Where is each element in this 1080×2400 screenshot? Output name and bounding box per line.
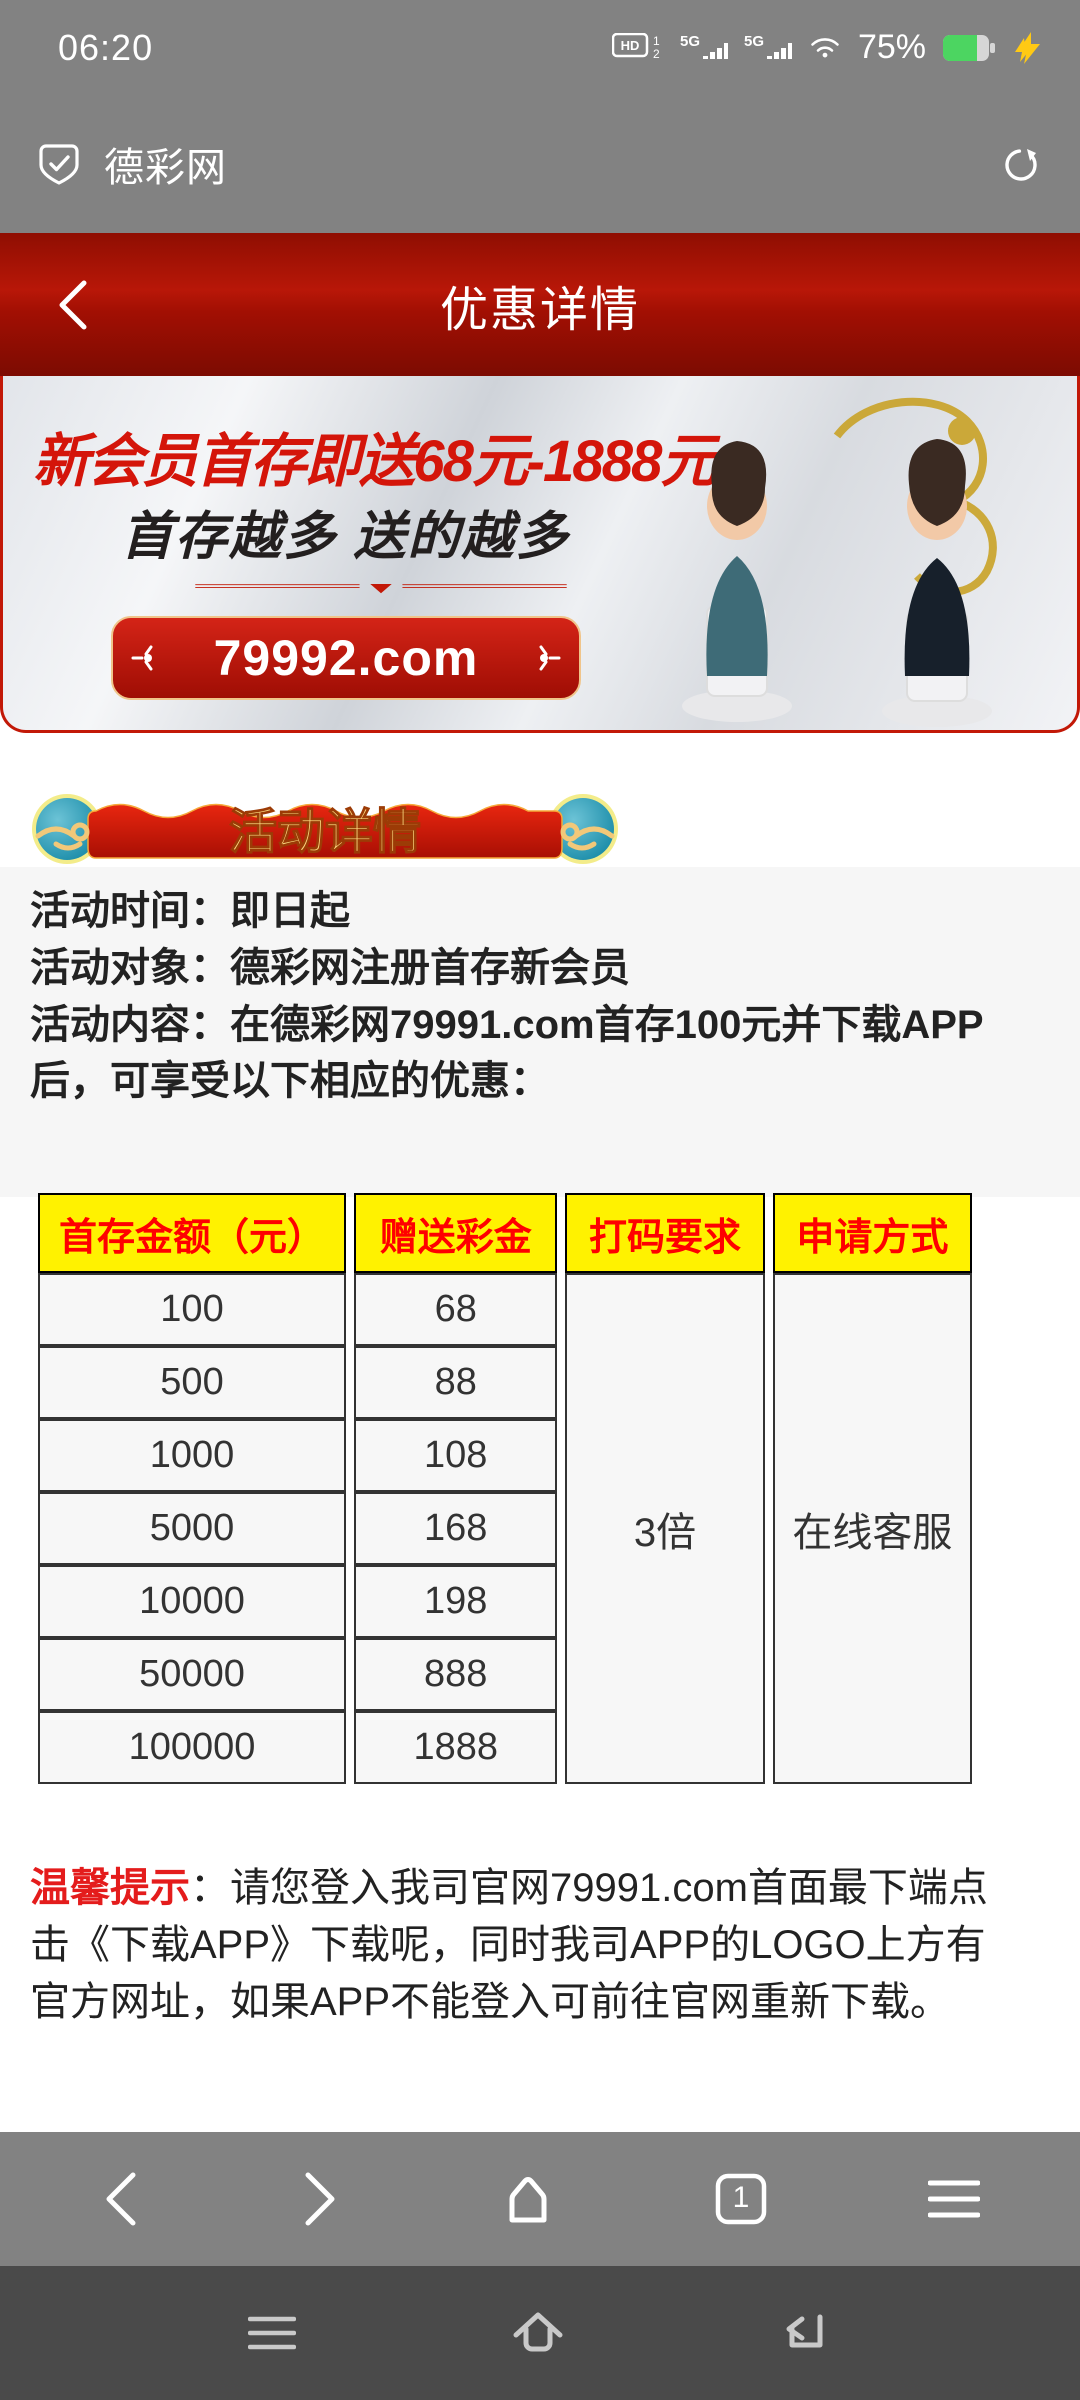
svg-text:5G: 5G [680, 33, 700, 50]
svg-text:HD: HD [621, 38, 640, 53]
svg-text:活动详情: 活动详情 [229, 806, 421, 859]
svg-text:5G: 5G [744, 33, 764, 50]
svg-text:1: 1 [732, 2181, 749, 2214]
svg-text:1: 1 [653, 34, 660, 48]
svg-text:2: 2 [653, 47, 660, 61]
